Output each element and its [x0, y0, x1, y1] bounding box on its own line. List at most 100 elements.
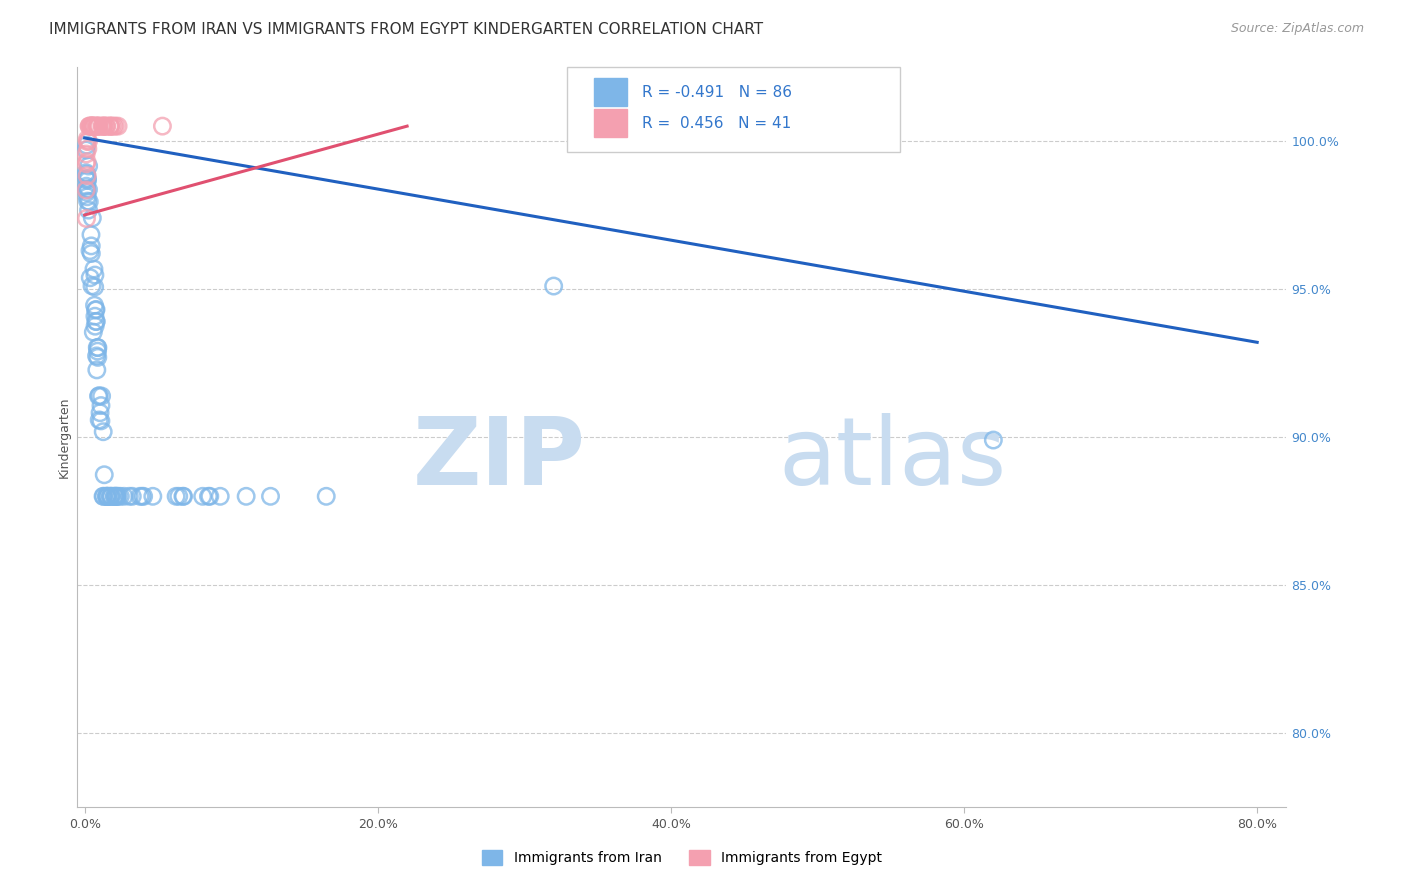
Point: [173, 489, 195, 503]
Point: [86, 340, 108, 354]
Point: [259, 489, 281, 503]
Point: [105, 489, 128, 503]
Point: [315, 489, 337, 503]
Point: [83, 119, 105, 133]
Point: [107, 119, 129, 133]
Point: [80, 119, 103, 133]
Point: [87, 341, 110, 355]
Point: [87, 351, 110, 365]
Point: [191, 489, 214, 503]
Point: [91, 119, 114, 133]
Point: [75, 166, 97, 180]
Point: [98, 119, 121, 133]
Point: [103, 119, 125, 133]
Point: [87, 119, 110, 133]
FancyBboxPatch shape: [593, 109, 627, 137]
Point: [84, 119, 107, 133]
Text: R =  0.456   N = 41: R = 0.456 N = 41: [643, 116, 792, 130]
Point: [77, 183, 100, 197]
Point: [90, 414, 112, 428]
Point: [96, 489, 118, 503]
Point: [75, 143, 97, 157]
FancyBboxPatch shape: [593, 78, 627, 106]
Point: [77, 134, 100, 148]
Point: [84, 314, 107, 328]
Point: [94, 119, 117, 133]
Point: [103, 489, 125, 503]
Text: ZIP: ZIP: [412, 413, 585, 505]
Point: [80, 119, 103, 133]
Point: [79, 270, 101, 285]
Point: [100, 489, 122, 503]
Point: [105, 489, 128, 503]
Point: [543, 279, 565, 293]
Point: [77, 194, 100, 209]
Point: [79, 244, 101, 258]
Point: [84, 119, 107, 133]
Text: IMMIGRANTS FROM IRAN VS IMMIGRANTS FROM EGYPT KINDERGARTEN CORRELATION CHART: IMMIGRANTS FROM IRAN VS IMMIGRANTS FROM …: [49, 22, 763, 37]
Point: [84, 314, 107, 328]
Point: [97, 489, 120, 503]
Point: [86, 344, 108, 359]
Point: [89, 119, 111, 133]
Point: [103, 489, 125, 503]
Point: [76, 172, 98, 186]
Point: [76, 142, 98, 156]
Point: [100, 489, 122, 503]
Point: [142, 489, 165, 503]
Point: [98, 119, 121, 133]
Point: [89, 406, 111, 420]
Point: [82, 119, 104, 133]
Point: [197, 489, 219, 503]
Point: [76, 194, 98, 208]
Point: [165, 489, 187, 503]
Point: [91, 119, 114, 133]
Text: atlas: atlas: [779, 413, 1007, 505]
Point: [76, 132, 98, 146]
Point: [112, 489, 135, 503]
Point: [79, 119, 101, 133]
Point: [90, 399, 112, 413]
Point: [80, 246, 103, 260]
Point: [96, 489, 118, 503]
Point: [84, 302, 107, 317]
Point: [110, 489, 132, 503]
Point: [93, 489, 115, 503]
Point: [118, 489, 141, 503]
Point: [83, 298, 105, 312]
Y-axis label: Kindergarten: Kindergarten: [58, 396, 70, 478]
Point: [86, 349, 108, 363]
Point: [76, 167, 98, 181]
Point: [83, 280, 105, 294]
Point: [84, 319, 107, 334]
Legend: Immigrants from Iran, Immigrants from Egypt: Immigrants from Iran, Immigrants from Eg…: [477, 845, 887, 871]
Point: [76, 154, 98, 169]
Point: [89, 413, 111, 427]
Point: [76, 190, 98, 204]
Point: [104, 489, 127, 503]
Point: [80, 239, 103, 253]
Point: [87, 389, 110, 403]
Point: [75, 147, 97, 161]
Point: [77, 159, 100, 173]
Point: [76, 171, 98, 186]
Point: [75, 183, 97, 197]
Point: [84, 310, 107, 324]
Point: [96, 489, 118, 503]
Point: [100, 489, 122, 503]
Point: [84, 303, 107, 318]
Point: [76, 186, 98, 200]
Point: [104, 119, 127, 133]
Point: [82, 119, 104, 133]
Point: [91, 425, 114, 439]
Point: [152, 119, 174, 133]
Point: [76, 182, 98, 196]
Point: [86, 363, 108, 377]
Point: [83, 268, 105, 282]
Point: [209, 489, 232, 503]
Point: [172, 489, 194, 503]
Point: [77, 203, 100, 218]
Point: [75, 179, 97, 194]
Point: [91, 119, 114, 133]
Point: [87, 389, 110, 403]
